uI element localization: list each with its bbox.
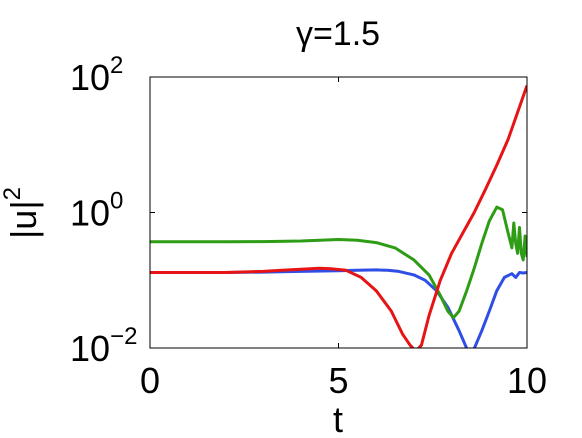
y-axis-label-text: |u| — [3, 200, 44, 239]
y-axis-label-group: |u|2 — [0, 187, 44, 239]
x-axis-label: t — [333, 399, 343, 438]
series-line-2 — [150, 205, 527, 320]
x-tick-label: 0 — [140, 360, 160, 401]
plot-frame — [149, 76, 528, 349]
x-tick-label: 10 — [507, 360, 547, 401]
series-layer — [150, 85, 527, 348]
y-tick-label: 102 — [70, 52, 123, 98]
y-tick-label: 10−2 — [70, 323, 137, 369]
y-axis-label: |u|2 — [0, 187, 44, 239]
x-tick-label: 5 — [328, 360, 348, 401]
tick-layer: 0 5 10 10−2 100 102 — [70, 52, 547, 401]
series-line-3 — [150, 85, 527, 348]
chart-title: γ=1.5 — [296, 15, 380, 53]
y-axis-label-exponent: 2 — [0, 187, 26, 200]
y-tick-label: 100 — [70, 188, 123, 234]
